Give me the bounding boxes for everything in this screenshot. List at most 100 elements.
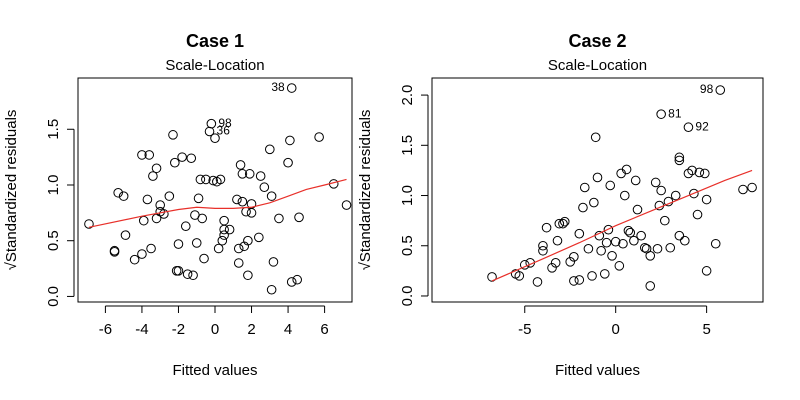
point [233, 258, 244, 268]
point [621, 164, 632, 175]
point-annotation: 92 [695, 119, 709, 133]
point [314, 132, 324, 142]
point [610, 236, 621, 247]
y-tick-label: 0.0 [45, 286, 62, 307]
point [614, 261, 625, 271]
panel-subtitle: Scale-Location [548, 57, 647, 74]
point [244, 169, 255, 179]
point [652, 243, 663, 254]
point [259, 182, 270, 193]
point [674, 230, 685, 241]
point [148, 171, 158, 181]
point [694, 167, 705, 178]
point [255, 171, 266, 181]
point [213, 243, 224, 254]
point [670, 190, 681, 201]
point [607, 250, 617, 261]
point [233, 243, 244, 254]
point [687, 165, 697, 176]
point [283, 157, 293, 168]
point [286, 277, 297, 287]
x-tick-label: -4 [135, 321, 148, 338]
x-tick-label: 5 [702, 321, 710, 338]
point [715, 85, 726, 95]
point [188, 270, 198, 281]
point [645, 250, 656, 261]
point [137, 150, 147, 160]
point [659, 215, 670, 226]
point [547, 263, 557, 273]
point [574, 275, 585, 285]
x-axis-label: Fitted values [555, 362, 640, 379]
point [266, 191, 277, 201]
point [623, 225, 634, 236]
x-tick-label: 2 [247, 321, 255, 338]
x-tick-label: 4 [284, 321, 292, 338]
point [268, 257, 279, 267]
point [243, 270, 253, 281]
point [219, 230, 229, 240]
point [596, 245, 606, 256]
point [559, 216, 570, 227]
point [168, 130, 178, 140]
panel-title: Case 1 [186, 31, 244, 51]
point [565, 257, 576, 267]
point [683, 122, 694, 133]
point [237, 196, 248, 207]
point [579, 182, 590, 193]
point [554, 218, 565, 229]
point [224, 224, 235, 235]
point [146, 243, 156, 254]
point [206, 118, 217, 129]
point [569, 276, 579, 286]
point [665, 242, 676, 253]
panel-subtitle: Scale-Location [165, 57, 264, 74]
point [170, 157, 180, 168]
point [129, 254, 140, 265]
point [199, 253, 209, 264]
point [155, 200, 165, 210]
point-annotation: 81 [668, 106, 682, 120]
y-tick-label: 1.5 [45, 119, 62, 140]
point [552, 235, 563, 246]
y-tick-label: 0.5 [45, 230, 62, 251]
point [285, 135, 295, 146]
point [689, 188, 699, 199]
y-tick-label: 2.0 [399, 85, 416, 106]
point [650, 177, 661, 188]
point [550, 258, 561, 268]
smooth-line [88, 178, 347, 228]
point [605, 180, 616, 191]
point [151, 163, 162, 174]
point [630, 175, 641, 186]
point [589, 197, 599, 208]
point [215, 174, 226, 185]
point [487, 272, 497, 282]
point-annotation: 98 [218, 116, 232, 130]
point [113, 187, 123, 198]
point [286, 83, 297, 93]
x-tick-label: -6 [99, 321, 112, 338]
point [674, 152, 685, 163]
point [603, 224, 614, 235]
point [656, 109, 666, 119]
point [599, 269, 610, 279]
point [538, 245, 548, 256]
point [173, 239, 184, 249]
point [292, 274, 303, 285]
point [266, 284, 277, 295]
point [173, 265, 184, 276]
point [204, 126, 215, 137]
point [239, 241, 250, 252]
point [232, 194, 242, 205]
point [674, 155, 685, 166]
point [632, 204, 643, 215]
point [738, 184, 748, 195]
point [639, 242, 650, 253]
point-annotation: 38 [271, 80, 285, 94]
point [700, 168, 710, 179]
point [193, 193, 204, 204]
y-tick-label: 1.0 [45, 175, 62, 196]
x-axis-label: Fitted values [172, 362, 257, 379]
